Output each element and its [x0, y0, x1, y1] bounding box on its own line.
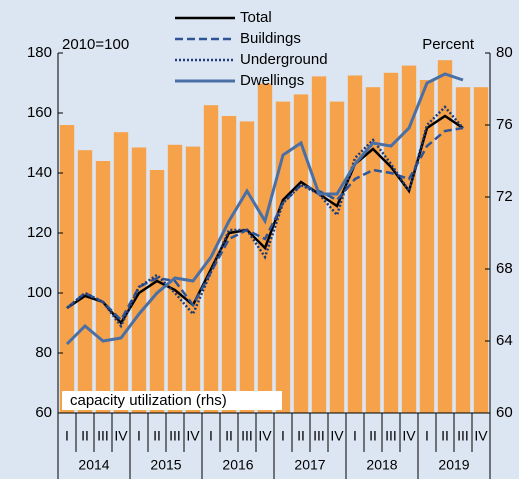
bar	[239, 121, 255, 414]
bar	[311, 76, 327, 414]
x-tick-label: II	[297, 428, 305, 444]
y2-tick-label: 76	[496, 116, 513, 133]
legend-label: Dwellings	[240, 72, 304, 89]
x-tick-label: III	[169, 428, 181, 444]
x-tick-label: II	[153, 428, 161, 444]
y-tick-label: 80	[35, 344, 52, 361]
x-tick-label: II	[369, 428, 377, 444]
x-tick-label: IV	[474, 428, 488, 444]
x-tick-label: II	[225, 428, 233, 444]
year-label: 2016	[222, 457, 253, 473]
x-tick-label: II	[81, 428, 89, 444]
x-tick-label: II	[441, 428, 449, 444]
bar	[221, 116, 237, 413]
year-label: 2014	[78, 457, 109, 473]
y2-tick-label: 60	[496, 404, 513, 421]
x-tick-label: IV	[114, 428, 128, 444]
bar	[113, 132, 129, 413]
bar	[77, 150, 93, 413]
bar	[437, 60, 453, 413]
year-label: 2018	[366, 457, 397, 473]
y2-tick-label: 72	[496, 188, 513, 205]
y-tick-label: 120	[27, 224, 52, 241]
year-label: 2015	[150, 457, 181, 473]
x-tick-label: IV	[330, 428, 344, 444]
bar	[365, 87, 381, 413]
x-tick-label: III	[385, 428, 397, 444]
x-tick-label: III	[241, 428, 253, 444]
y-tick-label: 140	[27, 164, 52, 181]
y-tick-label: 180	[27, 44, 52, 61]
bar	[59, 125, 75, 413]
x-tick-label: I	[65, 428, 69, 444]
y-tick-label: 60	[35, 404, 52, 421]
line-series	[66, 126, 464, 323]
bar-label-box	[62, 391, 282, 410]
bar	[329, 101, 345, 413]
year-label: 2019	[438, 457, 469, 473]
x-tick-label: IV	[258, 428, 272, 444]
x-tick-label: III	[97, 428, 109, 444]
bar	[95, 161, 111, 413]
bar	[419, 80, 435, 413]
legend-label: Buildings	[240, 30, 301, 47]
y2-tick-label: 68	[496, 260, 513, 277]
line-series	[66, 105, 464, 329]
x-tick-label: III	[313, 428, 325, 444]
y2-tick-label: 80	[496, 44, 513, 61]
bar	[347, 75, 363, 413]
y2-tick-label: 64	[496, 332, 513, 349]
x-tick-label: I	[281, 428, 285, 444]
x-tick-label: I	[137, 428, 141, 444]
y-tick-label: 100	[27, 284, 52, 301]
y-tick-label: 160	[27, 104, 52, 121]
bar	[401, 65, 417, 413]
x-tick-label: IV	[402, 428, 416, 444]
bar	[455, 87, 471, 413]
bar	[131, 147, 147, 413]
bar-legend-label: capacity utilization (rhs)	[70, 392, 227, 409]
year-label: 2017	[294, 457, 325, 473]
legend-label: Total	[240, 9, 272, 26]
bar	[473, 87, 489, 413]
line-series	[66, 114, 464, 326]
x-tick-label: IV	[186, 428, 200, 444]
bar	[275, 101, 291, 413]
x-tick-label: I	[425, 428, 429, 444]
legend-label: Underground	[240, 51, 328, 68]
x-tick-label: III	[457, 428, 469, 444]
bar	[293, 94, 309, 414]
right-axis-note: Percent	[422, 36, 475, 53]
x-tick-label: I	[209, 428, 213, 444]
left-axis-note: 2010=100	[62, 36, 129, 53]
bar	[383, 72, 399, 414]
x-tick-label: I	[353, 428, 357, 444]
line-series	[65, 72, 464, 346]
